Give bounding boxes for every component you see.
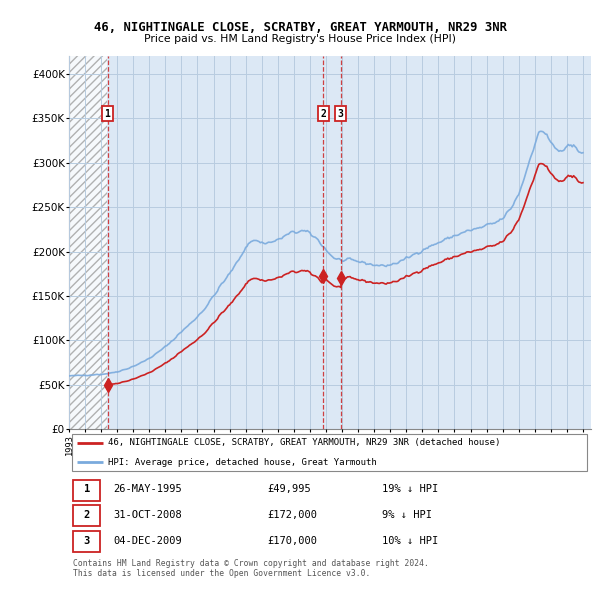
- Bar: [69, 56, 107, 430]
- Text: 2: 2: [320, 109, 326, 119]
- Text: £170,000: £170,000: [268, 536, 317, 546]
- Text: £49,995: £49,995: [268, 484, 311, 494]
- FancyBboxPatch shape: [73, 531, 100, 552]
- Text: 10% ↓ HPI: 10% ↓ HPI: [382, 536, 439, 546]
- Text: 31-OCT-2008: 31-OCT-2008: [113, 510, 182, 520]
- Text: 46, NIGHTINGALE CLOSE, SCRATBY, GREAT YARMOUTH, NR29 3NR (detached house): 46, NIGHTINGALE CLOSE, SCRATBY, GREAT YA…: [108, 438, 500, 447]
- FancyBboxPatch shape: [73, 506, 100, 526]
- FancyBboxPatch shape: [71, 434, 587, 471]
- Text: 1: 1: [104, 109, 110, 119]
- Text: 2: 2: [83, 510, 90, 520]
- Text: Price paid vs. HM Land Registry's House Price Index (HPI): Price paid vs. HM Land Registry's House …: [144, 34, 456, 44]
- Text: Contains HM Land Registry data © Crown copyright and database right 2024.
This d: Contains HM Land Registry data © Crown c…: [73, 559, 429, 578]
- Text: 9% ↓ HPI: 9% ↓ HPI: [382, 510, 432, 520]
- Text: 3: 3: [338, 109, 344, 119]
- Text: 46, NIGHTINGALE CLOSE, SCRATBY, GREAT YARMOUTH, NR29 3NR: 46, NIGHTINGALE CLOSE, SCRATBY, GREAT YA…: [94, 21, 506, 34]
- Text: 3: 3: [83, 536, 90, 546]
- Text: £172,000: £172,000: [268, 510, 317, 520]
- FancyBboxPatch shape: [73, 480, 100, 501]
- Text: 19% ↓ HPI: 19% ↓ HPI: [382, 484, 439, 494]
- Text: 1: 1: [83, 484, 90, 494]
- Text: 26-MAY-1995: 26-MAY-1995: [113, 484, 182, 494]
- Text: HPI: Average price, detached house, Great Yarmouth: HPI: Average price, detached house, Grea…: [108, 458, 377, 467]
- Text: 04-DEC-2009: 04-DEC-2009: [113, 536, 182, 546]
